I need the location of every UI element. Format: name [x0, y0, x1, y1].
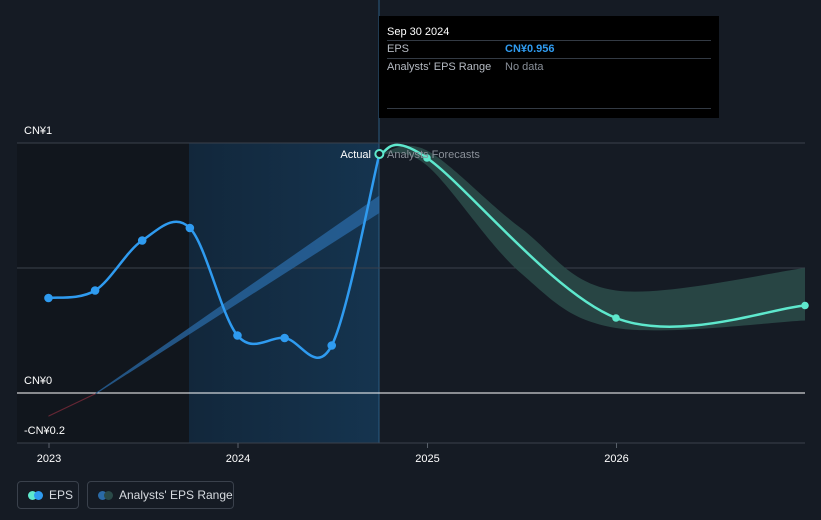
eps-forecast-point [801, 301, 809, 310]
eps-actual-point [327, 341, 337, 350]
axis-ticks: CN¥1 CN¥0 -CN¥0.2 2023 2024 2025 2026 [24, 125, 629, 465]
tooltip: Sep 30 2024 EPS CN¥0.956 Analysts' EPS R… [379, 16, 719, 118]
y-tick-label: -CN¥0.2 [24, 425, 65, 437]
tooltip-date: Sep 30 2024 [387, 26, 450, 38]
tooltip-range-label: Analysts' EPS Range [387, 61, 492, 73]
legend-eps-label: EPS [49, 488, 74, 502]
eps-actual-point [233, 331, 242, 340]
y-tick-label: CN¥0 [24, 375, 52, 387]
eps-forecast-point [612, 314, 620, 322]
actual-label: Actual [340, 149, 371, 161]
x-tick-label: 2023 [37, 453, 61, 465]
x-tick-label: 2025 [415, 453, 439, 465]
actual-dot-icon [34, 490, 43, 500]
x-tick-label: 2024 [226, 453, 250, 465]
eps-actual-point [137, 236, 147, 245]
analysts-forecasts-label: Analysts Forecasts [387, 149, 480, 161]
tooltip-row-range: Analysts' EPS Range No data [387, 58, 711, 76]
eps-legend-icon [28, 490, 43, 500]
eps-actual-point [185, 223, 195, 233]
forecast-dot-icon [28, 490, 37, 500]
x-tick-label: 2026 [604, 453, 628, 465]
trend-band-negative [48, 393, 96, 417]
legend-eps-button[interactable]: EPS [17, 481, 79, 509]
grid [17, 142, 805, 444]
eps-forecast-point [423, 154, 431, 162]
analysts-eps-range-area [379, 145, 805, 331]
eps-actual-point [44, 293, 53, 303]
tooltip-eps-label: EPS [387, 43, 410, 55]
past-shade [17, 143, 189, 443]
range-dot-icon-teal [104, 490, 113, 500]
eps-actual-point [374, 149, 385, 159]
eps-forecast-line [379, 143, 806, 328]
data-points [44, 149, 809, 350]
y-tick-label: CN¥1 [24, 125, 52, 137]
trend-band [95, 195, 380, 395]
tooltip-eps-value: CN¥0.956 [505, 43, 555, 55]
tooltip-divider [387, 108, 711, 109]
range-legend-icon [98, 490, 113, 500]
range-dot-icon-blue [98, 490, 107, 500]
eps-actual-line [48, 153, 381, 359]
legend-range-button[interactable]: Analysts' EPS Range [87, 481, 234, 509]
eps-actual-point [90, 286, 100, 295]
eps-actual-point [280, 333, 289, 343]
tooltip-row-eps: EPS CN¥0.956 [387, 40, 711, 58]
legend-range-label: Analysts' EPS Range [119, 488, 233, 502]
tooltip-range-value: No data [505, 61, 544, 73]
